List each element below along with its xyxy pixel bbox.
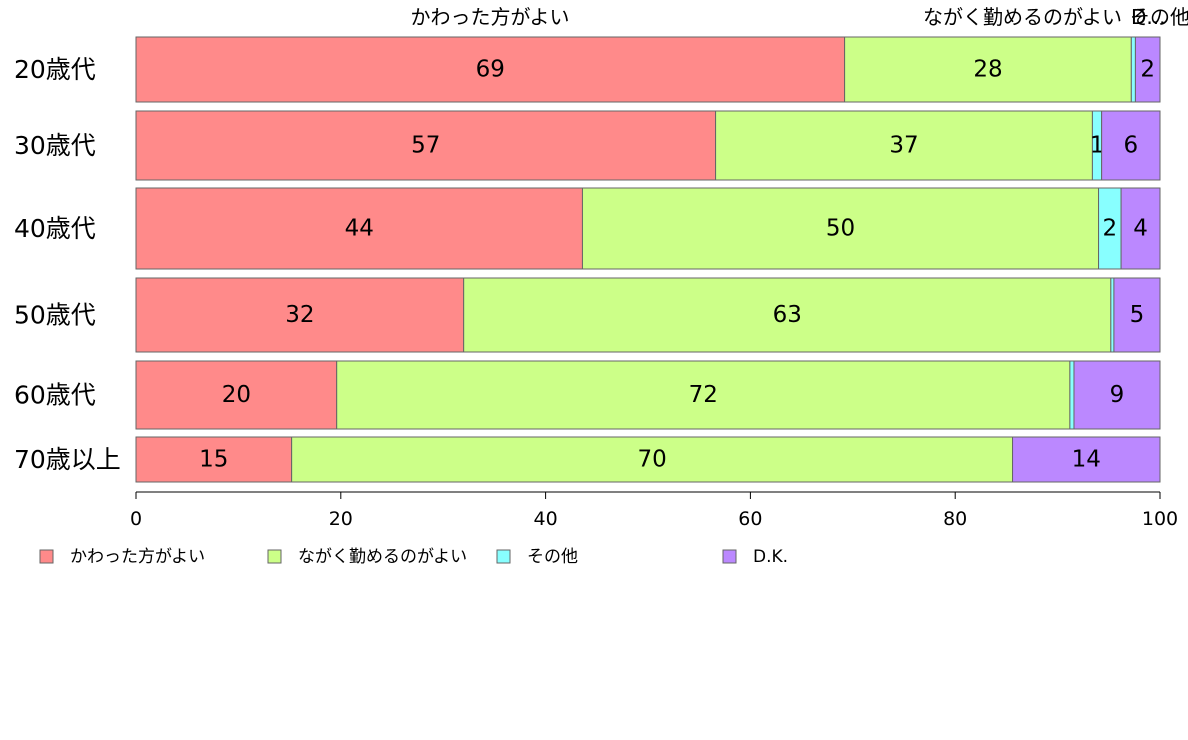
category-label-5: 70歳以上	[14, 445, 121, 474]
bar-sonota-row-4	[1070, 361, 1074, 429]
legend-swatch-kawatta	[40, 550, 53, 563]
bar-label-sonota-row-2: 2	[1103, 216, 1118, 242]
bar-label-kawatta-row-2: 44	[345, 216, 374, 242]
category-label-3: 50歳代	[14, 301, 96, 330]
bar-label-dk-row-0: 2	[1140, 57, 1155, 83]
bar-label-dk-row-1: 6	[1123, 133, 1138, 159]
bar-label-kawatta-row-3: 32	[285, 302, 314, 328]
bar-label-dk-row-2: 4	[1133, 216, 1148, 242]
category-labels: 20歳代 30歳代 40歳代 50歳代 60歳代 70歳以上	[14, 55, 121, 474]
top-label-dk: D...	[1131, 5, 1165, 29]
bar-label-dk-row-4: 9	[1110, 382, 1125, 408]
x-tick-label-5: 100	[1142, 508, 1178, 530]
legend-label-dk: D.K.	[753, 547, 788, 567]
x-tick-label-2: 40	[534, 508, 558, 530]
legend: かわった方がよい ながく勤めるのがよい その他 D.K.	[40, 547, 788, 567]
top-labels: かわった方がよいながく勤めるのがよいその他D...	[411, 5, 1188, 29]
legend-swatch-dk	[723, 550, 736, 563]
bar-label-nagaku-row-3: 63	[773, 302, 802, 328]
bar-label-kawatta-row-1: 57	[411, 133, 440, 159]
bar-label-kawatta-row-0: 69	[476, 57, 505, 83]
x-tick-label-3: 60	[738, 508, 762, 530]
top-label-kawatta: かわった方がよい	[411, 5, 570, 29]
x-tick-label-4: 80	[943, 508, 967, 530]
bar-label-nagaku-row-2: 50	[826, 216, 855, 242]
bar-label-dk-row-3: 5	[1130, 302, 1145, 328]
bar-label-nagaku-row-5: 70	[637, 447, 666, 473]
legend-swatch-nagaku	[268, 550, 281, 563]
bar-label-dk-row-5: 14	[1072, 447, 1101, 473]
bar-sonota-row-0	[1131, 37, 1135, 102]
legend-label-kawatta: かわった方がよい	[70, 547, 205, 567]
bar-label-kawatta-row-5: 15	[199, 447, 228, 473]
bar-label-nagaku-row-4: 72	[689, 382, 718, 408]
top-label-nagaku: ながく勤めるのがよい	[923, 5, 1122, 29]
bar-label-nagaku-row-1: 37	[889, 133, 918, 159]
category-label-4: 60歳代	[14, 381, 96, 410]
bar-label-kawatta-row-4: 20	[222, 382, 251, 408]
x-axis: 0 20 40 60 80 100	[130, 492, 1178, 530]
category-label-1: 30歳代	[14, 131, 96, 160]
category-label-2: 40歳代	[14, 214, 96, 243]
legend-label-sonota: その他	[527, 547, 578, 567]
x-tick-label-0: 0	[130, 508, 142, 530]
x-tick-label-1: 20	[329, 508, 353, 530]
category-label-0: 20歳代	[14, 55, 96, 84]
legend-swatch-sonota	[497, 550, 510, 563]
legend-label-nagaku: ながく勤めるのがよい	[298, 547, 467, 567]
bar-label-nagaku-row-0: 28	[973, 57, 1002, 83]
